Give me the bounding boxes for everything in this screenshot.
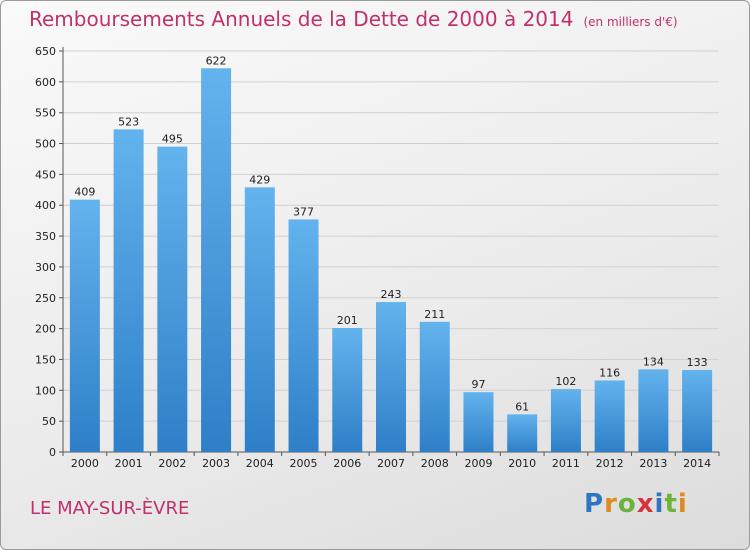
x-tick-label-2000: 2000 bbox=[71, 457, 99, 470]
x-tick-label-2001: 2001 bbox=[115, 457, 143, 470]
bar-2010 bbox=[507, 414, 538, 452]
municipality-name: LE MAY-SUR-ÈVRE bbox=[30, 498, 190, 519]
y-tick-label: 50 bbox=[42, 415, 56, 428]
y-tick-label: 250 bbox=[35, 292, 56, 305]
x-tick-label-2003: 2003 bbox=[202, 457, 230, 470]
value-label-2001: 523 bbox=[118, 115, 139, 128]
bar-2013 bbox=[638, 369, 669, 452]
value-label-2006: 201 bbox=[337, 314, 358, 327]
bar-2014 bbox=[682, 369, 713, 452]
value-label-2002: 495 bbox=[162, 133, 183, 146]
bar-2008 bbox=[419, 321, 450, 452]
value-label-2004: 429 bbox=[249, 173, 270, 186]
y-tick-label: 200 bbox=[35, 323, 56, 336]
y-tick-label: 500 bbox=[35, 138, 56, 151]
y-tick-label: 0 bbox=[49, 446, 56, 459]
value-label-2008: 211 bbox=[424, 308, 445, 321]
value-label-2009: 97 bbox=[471, 378, 485, 391]
x-tick-label-2010: 2010 bbox=[508, 457, 536, 470]
x-tick-label-2006: 2006 bbox=[333, 457, 361, 470]
value-label-2010: 61 bbox=[515, 400, 529, 413]
bar-2000 bbox=[69, 199, 100, 452]
bar-2004 bbox=[244, 187, 275, 452]
bar-2003 bbox=[201, 68, 232, 452]
y-tick-label: 450 bbox=[35, 168, 56, 181]
x-tick-label-2013: 2013 bbox=[639, 457, 667, 470]
bars bbox=[69, 68, 713, 452]
x-tick-label-2004: 2004 bbox=[246, 457, 274, 470]
value-label-2003: 622 bbox=[206, 54, 227, 67]
chart-title-text: Remboursements Annuels de la Dette de 20… bbox=[29, 7, 574, 31]
x-tick-label-2014: 2014 bbox=[683, 457, 711, 470]
value-label-2005: 377 bbox=[293, 205, 314, 218]
chart-unit-note: (en milliers d'€) bbox=[583, 15, 678, 29]
value-label-2014: 133 bbox=[687, 356, 708, 369]
y-tick-label: 600 bbox=[35, 76, 56, 89]
y-tick-label: 550 bbox=[35, 107, 56, 120]
value-label-2013: 134 bbox=[643, 355, 664, 368]
bar-2002 bbox=[157, 146, 188, 452]
x-tick-label-2012: 2012 bbox=[596, 457, 624, 470]
value-label-2011: 102 bbox=[555, 375, 576, 388]
y-tick-label: 650 bbox=[35, 45, 56, 58]
chart-title: Remboursements Annuels de la Dette de 20… bbox=[29, 7, 678, 31]
bar-2009 bbox=[463, 392, 494, 452]
y-tick-label: 350 bbox=[35, 230, 56, 243]
x-tick-label-2002: 2002 bbox=[158, 457, 186, 470]
proxiti-logo: Proxiti bbox=[584, 489, 688, 519]
bar-2001 bbox=[113, 129, 144, 452]
bar-2006 bbox=[332, 327, 363, 452]
x-tick-label-2007: 2007 bbox=[377, 457, 405, 470]
y-tick-label: 300 bbox=[35, 261, 56, 274]
x-tick-label-2011: 2011 bbox=[552, 457, 580, 470]
value-label-2007: 243 bbox=[381, 288, 402, 301]
y-tick-label: 100 bbox=[35, 384, 56, 397]
value-label-2012: 116 bbox=[599, 366, 620, 379]
bar-2011 bbox=[550, 389, 581, 452]
y-tick-label: 400 bbox=[35, 199, 56, 212]
bar-2007 bbox=[376, 302, 406, 452]
y-tick-label: 150 bbox=[35, 353, 56, 366]
labels: 409 2000 523 2001 495 2002 622 2003 429 2004 377 20… bbox=[71, 54, 711, 470]
bar-2012 bbox=[594, 380, 625, 452]
value-label-2000: 409 bbox=[74, 186, 95, 199]
bar-2005 bbox=[288, 219, 319, 452]
x-tick-label-2009: 2009 bbox=[464, 457, 492, 470]
x-tick-label-2008: 2008 bbox=[421, 457, 449, 470]
x-tick-label-2005: 2005 bbox=[290, 457, 318, 470]
